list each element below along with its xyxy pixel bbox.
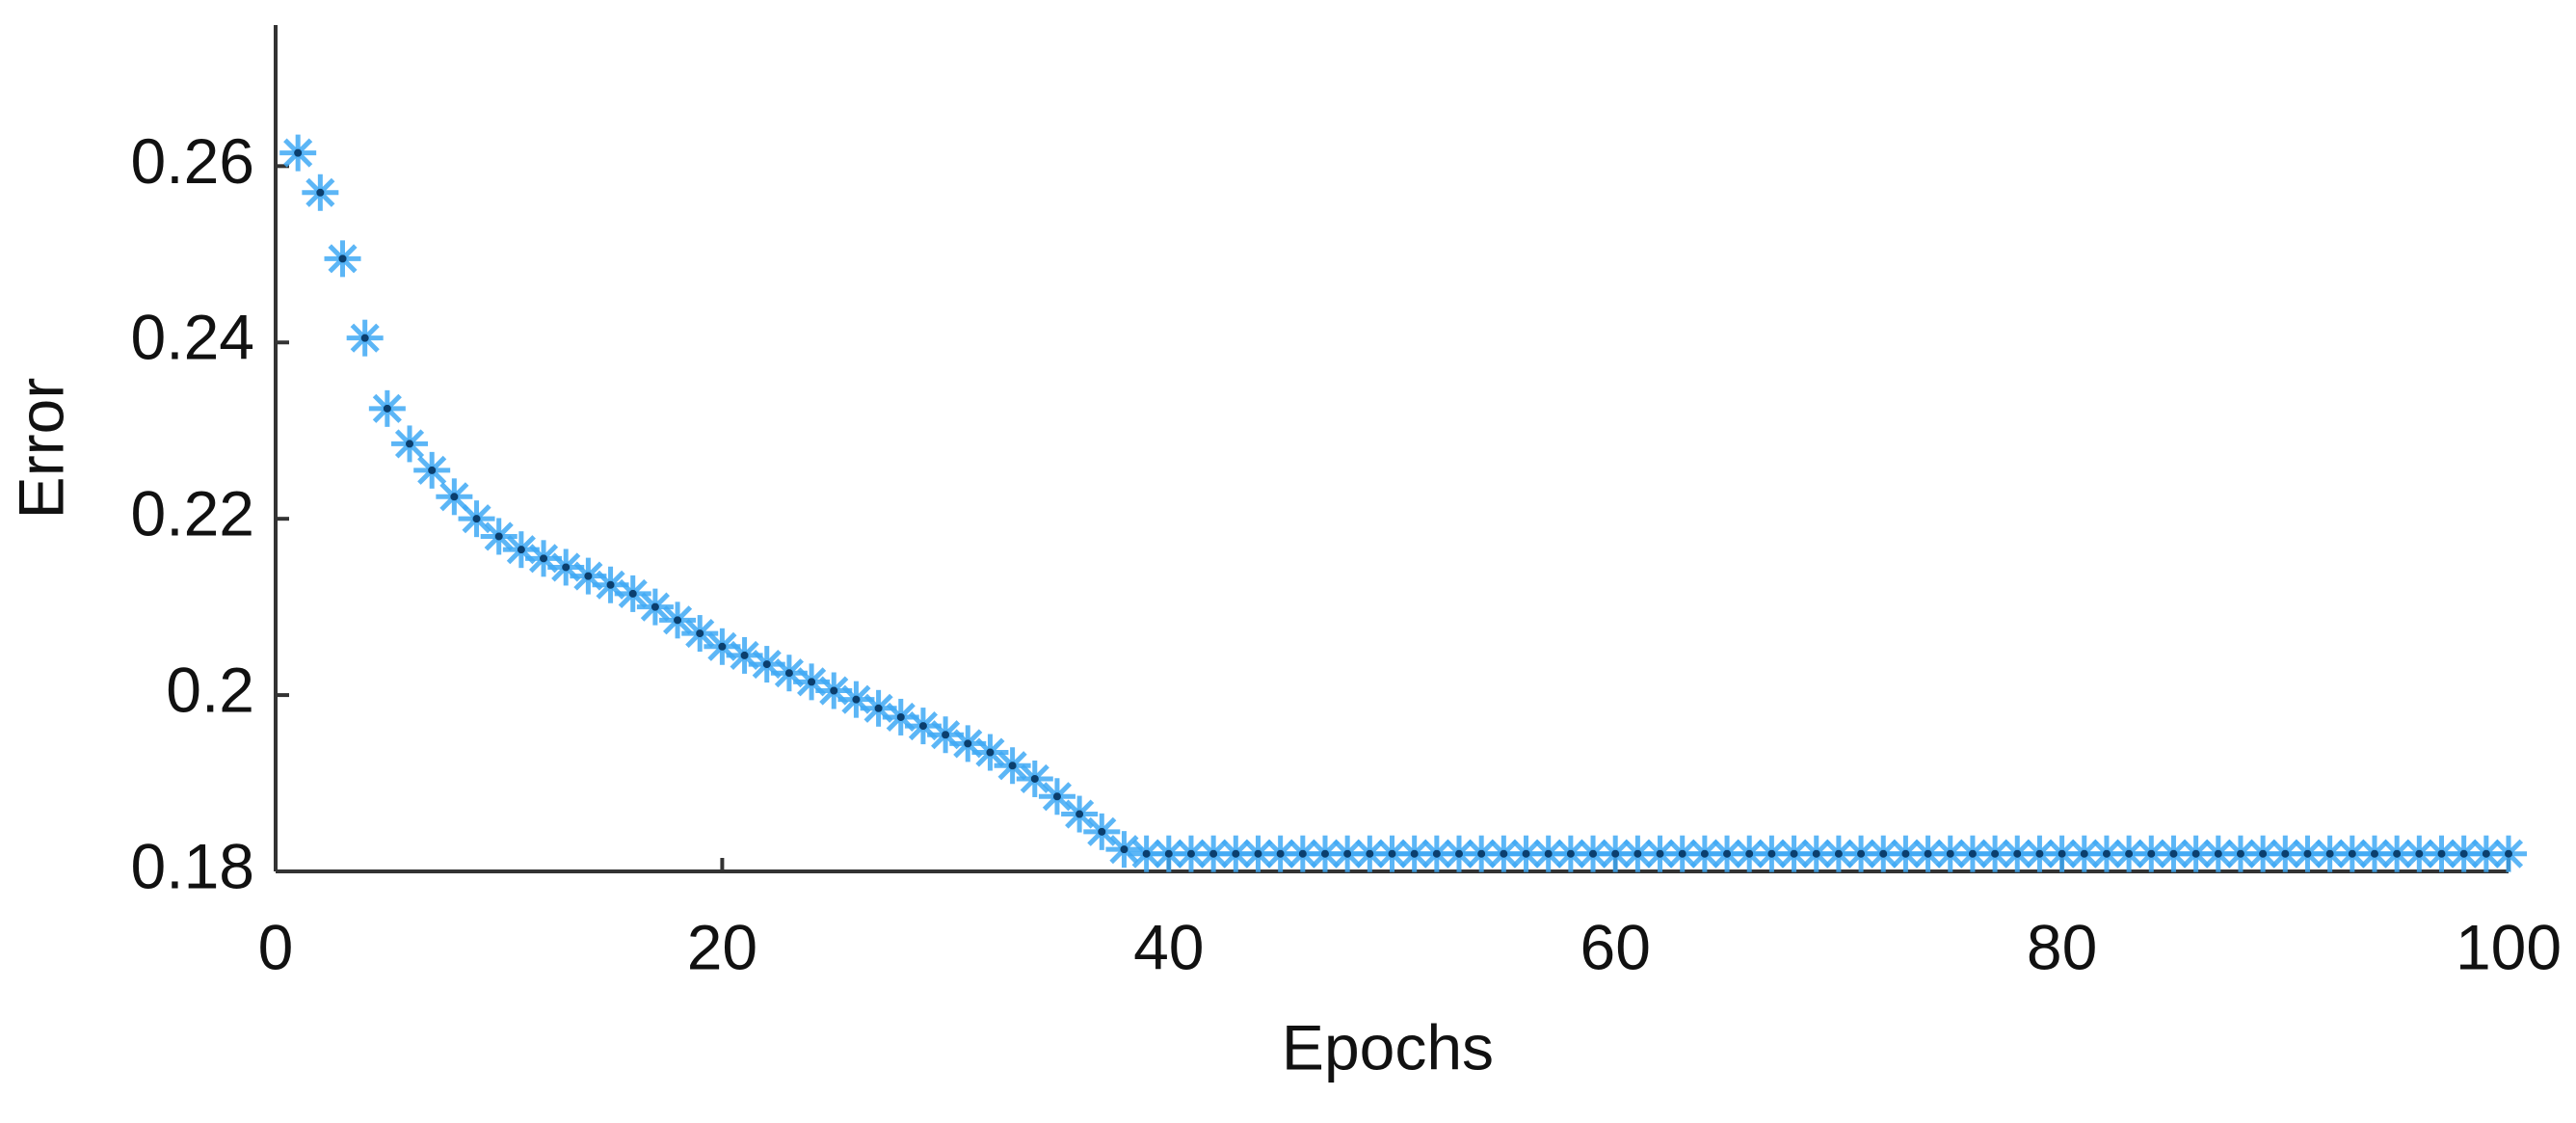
data-point: [614, 575, 651, 612]
data-point: [1217, 835, 1255, 872]
data-point: [1819, 835, 1857, 872]
data-point: [681, 615, 719, 653]
data-point: [547, 548, 585, 586]
data-point: [2490, 835, 2527, 872]
y-tick-label: 0.24: [131, 302, 254, 373]
data-point: [1083, 813, 1121, 850]
data-point: [346, 319, 384, 357]
data-point: [1016, 760, 1053, 797]
data-point: [1284, 835, 1321, 872]
data-point: [636, 588, 674, 626]
data-point: [1977, 835, 2014, 872]
data-point: [2199, 835, 2237, 872]
x-tick-label: 80: [2027, 911, 2097, 982]
data-point: [1105, 831, 1143, 869]
y-tick-label: 0.26: [131, 125, 254, 197]
data-point: [324, 240, 361, 278]
x-tick-label: 20: [687, 911, 757, 982]
x-tick-label: 100: [2456, 911, 2562, 982]
y-tick-label: 0.22: [131, 478, 254, 549]
data-point: [1953, 835, 1991, 872]
data-point: [770, 655, 808, 692]
data-point: [391, 425, 429, 463]
data-point: [904, 708, 942, 745]
data-point: [279, 134, 317, 172]
data-point: [1061, 795, 1099, 833]
data-point: [480, 518, 518, 555]
data-point: [1731, 835, 1768, 872]
y-tick-label: 0.18: [131, 830, 254, 901]
y-axis-label: Error: [5, 378, 76, 520]
data-point: [1529, 835, 1567, 872]
data-point: [1999, 835, 2036, 872]
data-point: [368, 389, 406, 427]
data-point: [1686, 835, 1723, 872]
x-axis-label: Epochs: [1282, 1011, 1494, 1083]
data-point: [302, 174, 339, 211]
data-point: [1597, 835, 1634, 872]
data-point: [2378, 835, 2416, 872]
data-point: [1373, 835, 1411, 872]
x-tick-label: 60: [1580, 911, 1650, 982]
data-point: [2267, 835, 2304, 872]
data-point: [436, 478, 473, 516]
data-point: [1887, 835, 1925, 872]
data-point: [2311, 835, 2349, 872]
x-tick-label: 0: [258, 911, 294, 982]
data-point: [413, 451, 451, 489]
data-point: [1931, 835, 1969, 872]
data-point: [2289, 835, 2326, 872]
data-point: [2244, 835, 2282, 872]
x-tick-label: 40: [1133, 911, 1204, 982]
data-point: [1038, 778, 1076, 816]
data-point: [1709, 835, 1746, 872]
data-point: [458, 500, 495, 538]
data-point: [2401, 835, 2438, 872]
y-tick-label: 0.2: [166, 655, 254, 726]
data-point: [1552, 835, 1589, 872]
